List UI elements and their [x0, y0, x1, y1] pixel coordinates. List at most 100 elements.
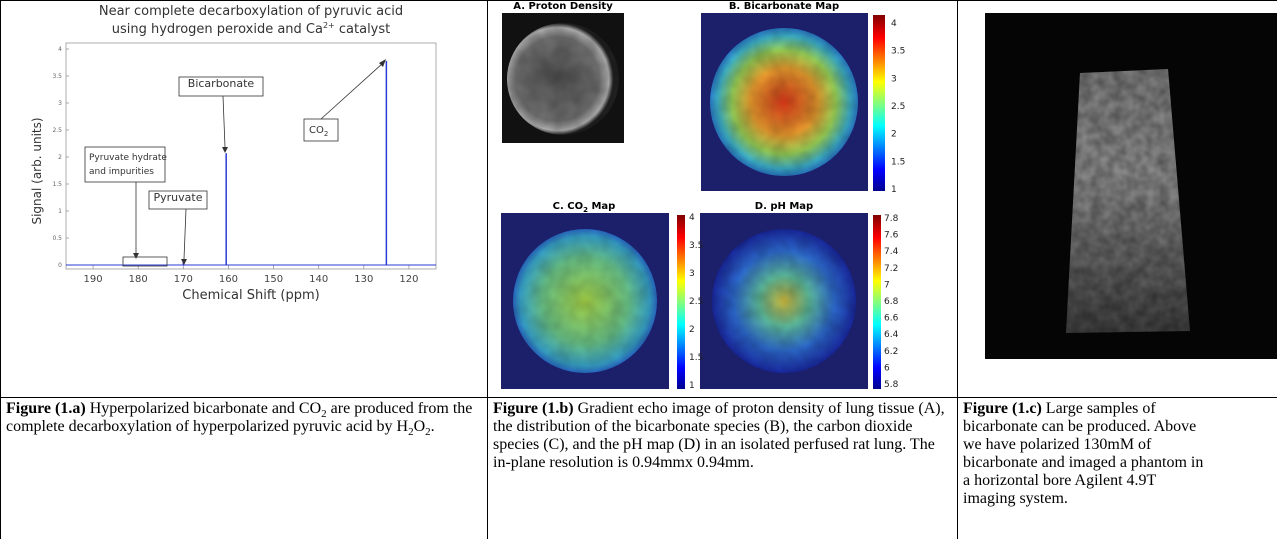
caption-label: Figure (1.b) [493, 400, 574, 417]
colorbar-label: 6.8 [884, 297, 899, 307]
caption-line: we have polarized 130mM of [963, 436, 1152, 453]
arrow [222, 95, 226, 148]
y-tick-label: 4 [58, 46, 62, 53]
x-tick-label: 150 [264, 274, 283, 285]
panel-title-text: Map [588, 201, 615, 212]
colorbar-label: 2.5 [891, 102, 905, 112]
colorbar-label: 5.8 [884, 380, 899, 390]
caption-line: bicarbonate can be produced. Above [963, 418, 1197, 435]
annotation-shapes [84, 62, 384, 267]
arrowhead [222, 147, 228, 153]
chart-title: Near complete decarboxylation of pyruvic… [99, 4, 403, 19]
y-tick-label: 0 [58, 262, 62, 269]
figure-a-cell: Near complete decarboxylation of pyruvic… [0, 0, 488, 398]
colorbar [677, 215, 685, 389]
caption-c: Figure (1.c) Large samples of bicarbonate… [957, 397, 1277, 539]
colorbar-label: 3 [891, 74, 897, 84]
x-tick-label: 180 [129, 274, 148, 285]
figure-b-cell: A. Proton Density B. Bicarbonate Map C. … [487, 0, 958, 398]
y-tick-label: 0.5 [52, 235, 62, 242]
panel-title-sub: 2 [583, 206, 588, 214]
y-tick-label: 3 [58, 100, 62, 107]
caption-text: Large samples of [1041, 400, 1156, 417]
colorbar-label: 6.2 [884, 347, 898, 357]
plot-area: 190 180 170 160 150 140 130 120 0 0.5 1 1.5 2 2.5 3 3.5… [52, 46, 436, 285]
colorbar-label: 2 [891, 130, 897, 140]
y-tick-label: 3.5 [52, 73, 62, 80]
colorbar-label: 2 [689, 325, 695, 335]
caption-line: imaging system. [963, 490, 1068, 507]
annotation: Pyruvate [154, 191, 203, 204]
colorbar-label: 6.6 [884, 314, 899, 324]
image-texture [513, 229, 657, 373]
colorbar-label: 7.8 [884, 214, 899, 224]
y-tick-label: 1.5 [52, 181, 62, 188]
caption-sub: 2 [321, 408, 327, 421]
annotation-box [84, 146, 166, 183]
title-text: using hydrogen peroxide and Ca [112, 22, 323, 37]
y-tick-label: 2.5 [52, 127, 62, 134]
caption-line: Figure (1.c) Large samples of [963, 400, 1277, 418]
x-tick-label: 130 [354, 274, 373, 285]
caption-b: Figure (1.b) Gradient echo image of prot… [487, 397, 958, 539]
caption-a: Figure (1.a) Hyperpolarized bicarbonate … [0, 397, 488, 539]
region-box [122, 256, 168, 267]
colorbar-label: 4 [689, 213, 695, 223]
panel-title: D. pH Map [755, 201, 813, 212]
spectrum-chart: Near complete decarboxylation of pyruvic… [30, 4, 437, 303]
colorbar [873, 215, 881, 389]
annotation-box [178, 76, 264, 97]
y-axis-label: Signal (arb. units) [30, 117, 44, 224]
annotation: Pyruvate hydrate [89, 153, 167, 163]
caption-line: a horizontal bore Agilent 4.9T [963, 472, 1157, 489]
panel-title: B. Bicarbonate Map [729, 1, 839, 12]
caption-sub: 2 [408, 426, 414, 439]
colorbar-label: 1.5 [689, 353, 703, 363]
colorbar-label: 3.5 [689, 241, 703, 251]
arrowhead [133, 253, 139, 259]
caption-label: Figure (1.a) [6, 400, 86, 417]
chart-title: using hydrogen peroxide and Ca2+ catalys… [112, 21, 391, 37]
colorbar-label: 2.5 [689, 297, 703, 307]
colorbar-label: 3 [689, 269, 695, 279]
caption-sub: 2 [425, 426, 431, 439]
colorbar-label: 7.4 [884, 247, 899, 257]
caption-text: O [413, 418, 426, 435]
colorbar-label: 7.6 [884, 231, 899, 241]
x-tick-label: 120 [399, 274, 418, 285]
phantom-image [985, 13, 1277, 359]
x-axis-label: Chemical Shift (ppm) [182, 288, 319, 303]
panel-title: A. Proton Density [513, 1, 613, 12]
annotation-sub: 2 [324, 130, 328, 138]
colorbar-label: 1.5 [891, 157, 905, 167]
annotation-box [148, 190, 208, 210]
arrowhead [181, 259, 187, 265]
plot-frame [65, 42, 437, 270]
colorbar-label: 6.4 [884, 330, 899, 340]
colorbar-label: 4 [891, 19, 897, 29]
y-tick-label: 1 [58, 208, 62, 215]
lung-maps: A. Proton Density B. Bicarbonate Map C. … [501, 1, 905, 391]
caption-line: bicarbonate and imaged a phantom in [963, 454, 1204, 471]
caption-text: Gradient echo image of proton density of… [493, 400, 945, 471]
arrowhead [379, 59, 386, 67]
panel-title: C. CO2 Map [553, 201, 616, 214]
x-tick-label: 140 [309, 274, 328, 285]
colorbar-label: 6 [884, 363, 890, 373]
image-texture [507, 23, 619, 135]
colorbar [873, 15, 885, 191]
colorbar-label: 1 [891, 185, 897, 195]
caption-text: are produced from the complete decarboxy… [6, 400, 473, 435]
caption-text: . [430, 418, 435, 435]
image-texture [712, 229, 856, 373]
figure-c-cell [957, 0, 1277, 398]
image-texture [710, 28, 858, 176]
y-tick-label: 2 [58, 154, 62, 161]
annotation-text: CO [309, 125, 324, 136]
panel-title-text: C. CO [553, 201, 583, 212]
caption-text: Hyperpolarized bicarbonate and CO [85, 400, 322, 417]
title-sup: 2+ [323, 21, 335, 30]
colorbar-label: 1 [689, 381, 695, 391]
annotation: CO2 [309, 125, 328, 138]
